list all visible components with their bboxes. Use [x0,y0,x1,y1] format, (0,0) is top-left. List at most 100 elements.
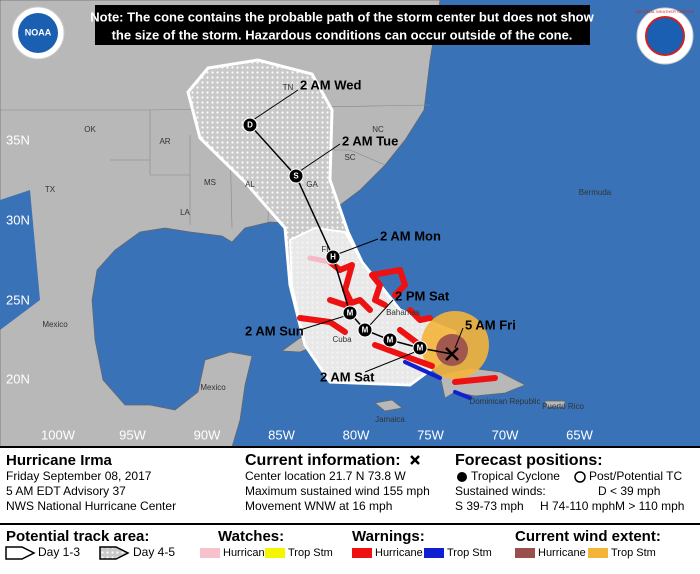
forecast-label: 2 AM Mon [380,228,441,243]
forecast-item: S 39-73 mph [455,499,524,513]
legend-item: Trop Stm [611,547,656,559]
day45-icon [99,546,130,560]
storm-line: NWS National Hurricane Center [6,499,176,513]
place-label: AR [159,137,170,146]
swatch [265,548,285,558]
forecast-item: H 74-110 mph [540,499,615,513]
legend-title: Warnings: [352,528,425,545]
current-line: Maximum sustained wind 155 mph [245,484,430,498]
place-label: SC [344,153,355,162]
marker-letter: M [347,309,354,318]
place-label: Mexico [200,383,226,392]
lon-label: 90W [194,427,221,442]
lat-label: 25N [6,292,30,307]
place-label: Cuba [332,335,352,344]
swatch [424,548,444,558]
lon-label: 75W [417,427,444,442]
note-box [95,5,590,45]
legend-item: Trop Stm [288,547,333,559]
current-line: Movement WNW at 16 mph [245,499,392,513]
forecast-item: Post/Potential TC [589,469,682,483]
forecast-marker [242,117,258,133]
lon-label: 70W [492,427,519,442]
post-icon [574,471,586,483]
current-line: Center location 21.7 N 73.8 W [245,469,406,483]
lon-label: 95W [119,427,146,442]
swatch [200,548,220,558]
place-label: MS [204,178,216,187]
legend-item: Day 4-5 [133,545,175,559]
lat-label: 20N [6,371,30,386]
place-label: Bermuda [579,188,612,197]
nws-logo-inner [645,16,685,56]
legend-title: Current wind extent: [515,528,661,545]
marker-letter: H [330,253,336,262]
forecast-item: D < 39 mph [598,484,660,498]
legend-item: Hurricane [375,547,423,559]
lon-label: 85W [268,427,295,442]
place-label: FL [321,245,331,254]
swatch [352,548,372,558]
legend-title: Watches: [218,528,284,545]
place-label: Bahamas [386,308,420,317]
place-label: OK [84,125,96,134]
legend-item: Day 1-3 [38,545,80,559]
legend-item: Hurricane [223,547,271,559]
marker-letter: M [387,336,394,345]
place-label: Puerto Rico [542,402,584,411]
marker-letter: S [293,172,299,181]
current-icon [410,455,420,465]
forecast-label: 2 AM Tue [342,133,398,148]
forecast-item: Tropical Cyclone [471,469,560,483]
forecast-label: 2 PM Sat [395,288,450,303]
forecast-marker [412,340,428,356]
warnings [297,255,498,400]
storm-line: 5 AM EDT Advisory 37 [6,484,126,498]
forecast-marker [357,322,373,338]
place-label: TX [45,185,56,194]
forecast-title: Forecast positions: [455,452,603,469]
current-title: Current information: [245,452,401,469]
lon-label: 80W [343,427,370,442]
legend-title: Potential track area: [6,528,149,545]
forecast-marker [382,332,398,348]
marker-letter: D [247,121,253,130]
noaa-logo-inner [18,13,58,53]
note-line: the size of the storm. Hazardous conditi… [112,27,573,42]
lon-label: 100W [41,427,76,442]
forecast-item: M > 110 mph [615,499,684,513]
forecast-label: 2 AM Sun [245,323,304,338]
hurricane-wind-extent [436,334,468,366]
leader-lines [252,89,464,373]
place-label: AL [245,180,255,189]
forecast-label: 5 AM Fri [465,317,516,332]
place-label: TN [283,83,294,92]
marker-letter: M [417,344,424,353]
forecast-label: 2 AM Wed [300,77,361,92]
forecast-label: 2 AM Sat [320,369,375,384]
note-line: Note: The cone contains the probable pat… [90,9,594,24]
place-label: NC [372,125,384,134]
current-position [445,347,459,361]
place-label: Mexico [42,320,68,329]
nws-text: NATIONAL WEATHER SERVICE [636,9,695,14]
lat-label: 35N [6,132,30,147]
noaa-text: NOAA [25,27,52,37]
place-label: GA [306,180,318,189]
legend-item: Trop Stm [447,547,492,559]
marker-letter: M [362,326,369,335]
swatch [588,548,608,558]
swatch [515,548,535,558]
forecast-marker [342,305,358,321]
day13-icon [5,546,36,560]
legend-item: Hurricane [538,547,586,559]
place-label: Dominican Republic [469,397,540,406]
lat-label: 30N [6,212,30,227]
forecast-item: Sustained winds: [455,484,546,498]
tropical-icon [457,472,467,482]
forecast-marker [325,249,341,265]
storm-line: Friday September 08, 2017 [6,469,152,483]
storm-title: Hurricane Irma [6,452,113,469]
forecast-marker [288,168,304,184]
